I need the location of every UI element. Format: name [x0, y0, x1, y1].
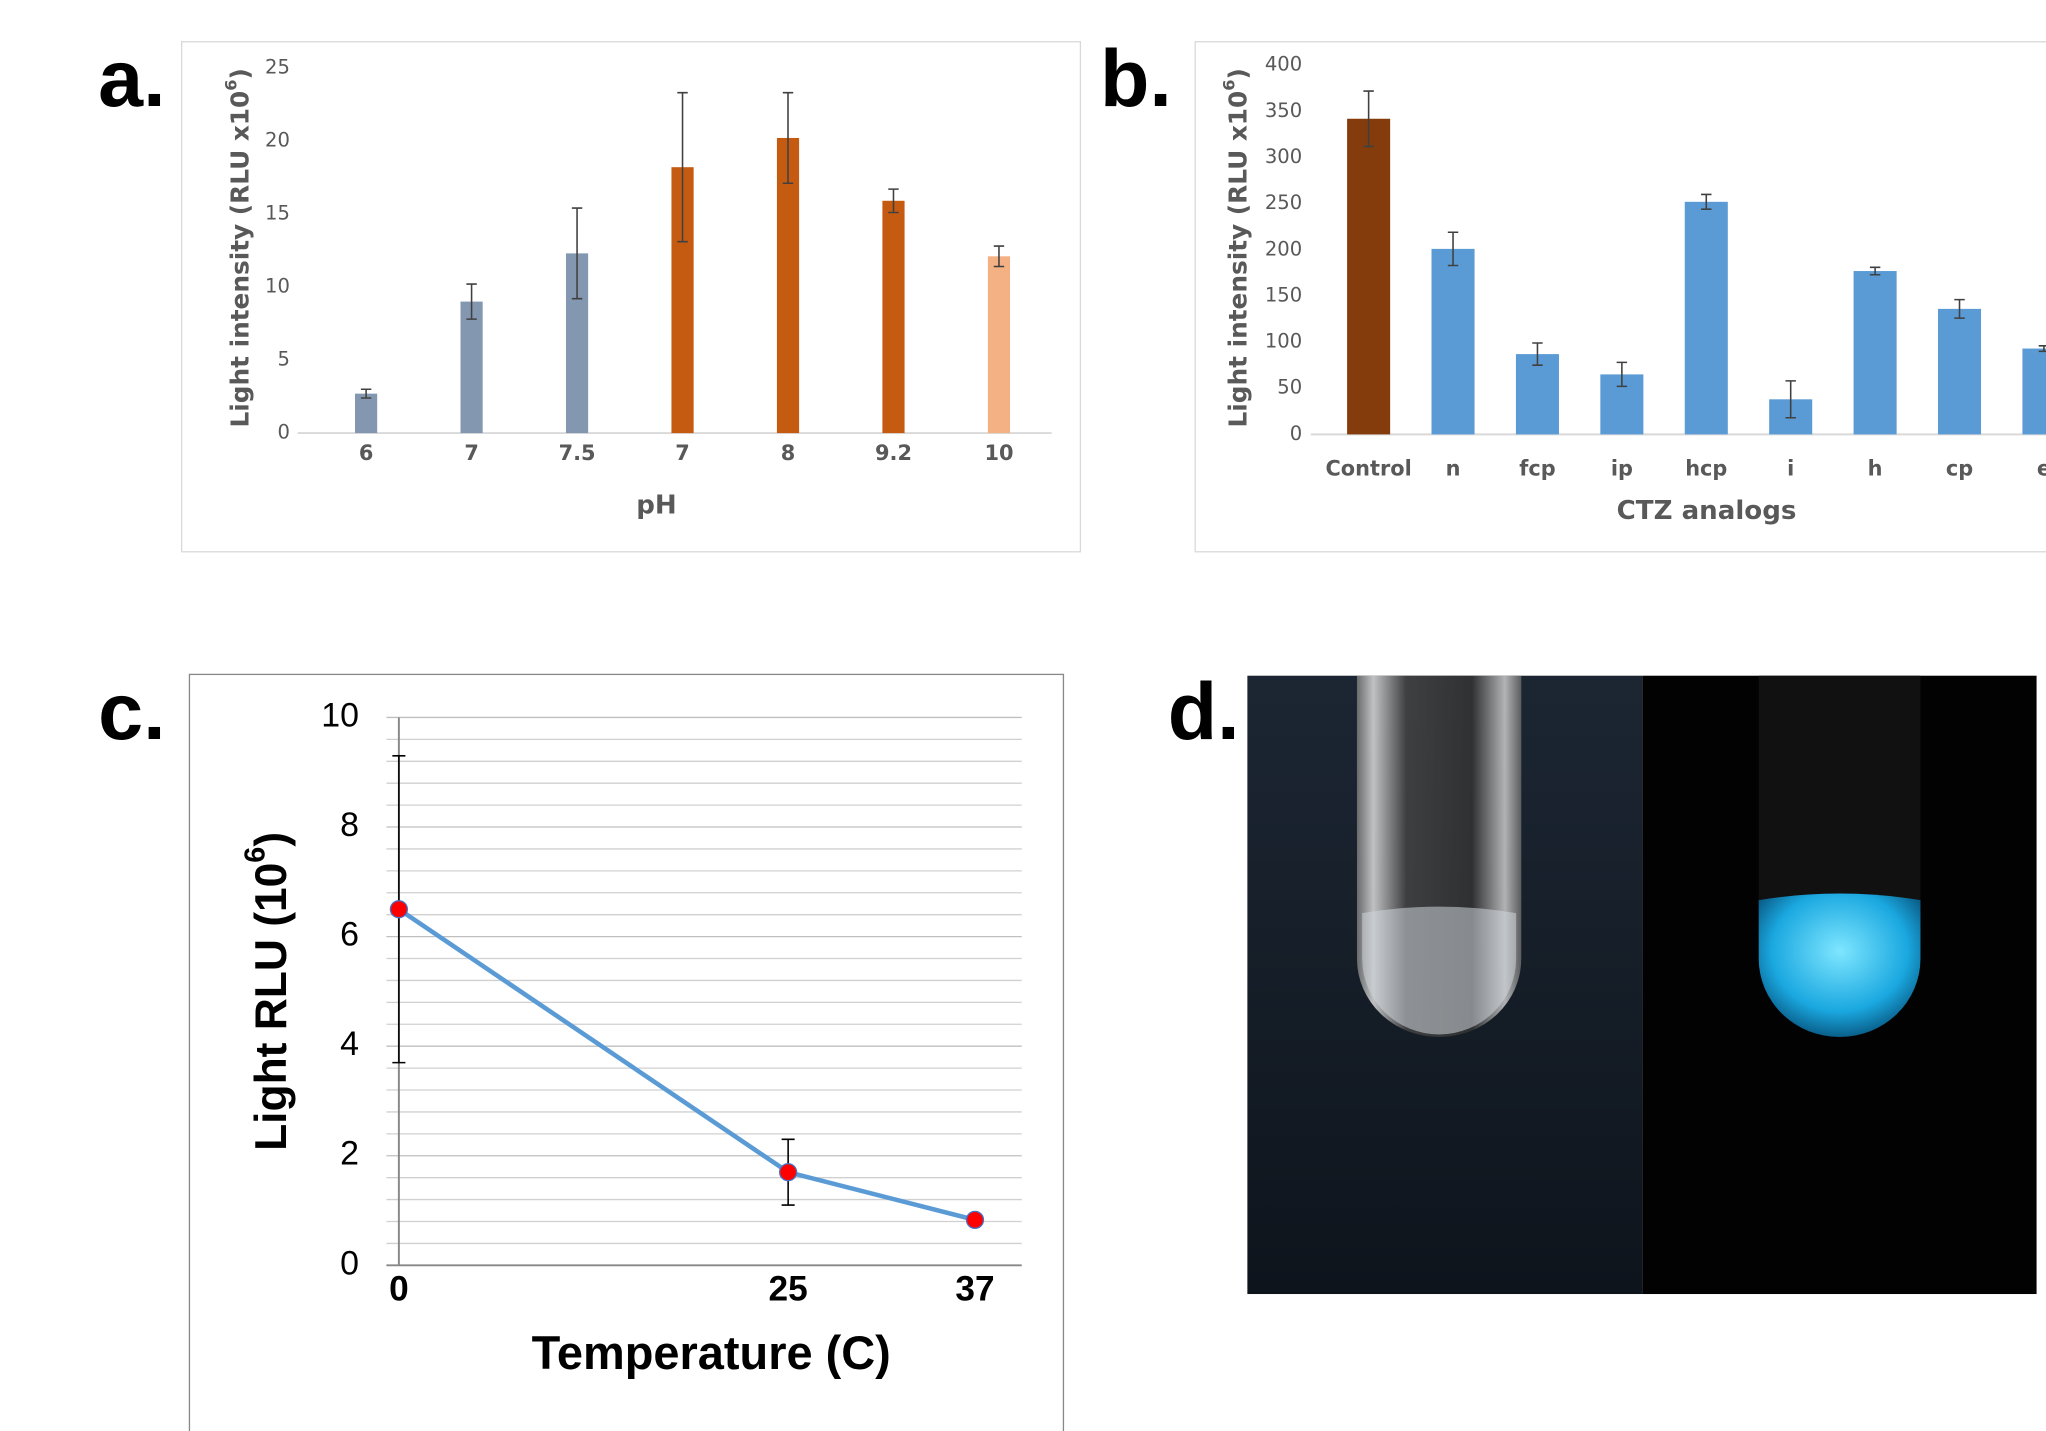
bar: [1515, 354, 1559, 435]
x-tick-label: Control: [1326, 457, 1412, 481]
y-axis-label-sup: 6: [1219, 80, 1238, 91]
x-tick-label: e: [2037, 457, 2046, 481]
y-tick-label: 10: [265, 274, 290, 297]
y-axis-label-sup: 6: [221, 80, 240, 91]
x-tick-label: 0: [389, 1270, 409, 1309]
x-tick-label: i: [1787, 457, 1794, 481]
error-bar: [1785, 380, 1796, 419]
x-tick-label: hcp: [1685, 457, 1727, 481]
y-axis-label-suffix: ): [1224, 68, 1253, 79]
x-axis-label: CTZ analogs: [1617, 496, 1797, 526]
y-axis-label: Light intensity (RLU x106): [1219, 68, 1252, 427]
error-bar: [1954, 298, 1965, 319]
y-tick-label: 25: [265, 55, 290, 78]
x-tick-label: 9.2: [875, 441, 912, 465]
x-axis-label: pH: [636, 491, 677, 521]
y-axis-label-text: Light RLU (10: [247, 863, 296, 1151]
bar: [1937, 308, 1982, 435]
x-tick-label: h: [1868, 457, 1883, 481]
panel-frame: [188, 673, 1065, 1431]
error-bar: [466, 283, 477, 320]
y-tick-label: 6: [340, 916, 359, 954]
y-tick-label: 2: [340, 1135, 359, 1173]
y-tick-label: 350: [1265, 99, 1302, 122]
photo: d.: [1168, 667, 2037, 1295]
y-tick-label: 10: [321, 696, 359, 734]
y-axis-label-suffix: ): [226, 68, 255, 79]
y-tick-label: 0: [1290, 422, 1302, 445]
x-tick-label: 8: [781, 441, 796, 465]
x-tick-label: 7: [464, 441, 479, 465]
x-tick-label: 25: [769, 1270, 808, 1309]
marker: [965, 1210, 985, 1229]
y-axis-label-text: Light intensity (RLU x10: [226, 91, 255, 428]
panel-frame: [1194, 41, 2046, 553]
x-tick-label: 10: [984, 441, 1013, 465]
error-bar: [2038, 345, 2046, 353]
y-tick-label: 0: [277, 421, 289, 444]
marker: [389, 900, 409, 919]
y-tick-label: 8: [340, 806, 359, 844]
bar: [460, 301, 483, 434]
y-tick-label: 4: [340, 1025, 359, 1063]
y-axis-label: Light intensity (RLU x106): [221, 68, 254, 427]
y-tick-label: 15: [265, 201, 290, 224]
y-tick-label: 50: [1277, 376, 1302, 399]
error-bar: [571, 207, 583, 300]
bar: [671, 167, 694, 434]
y-axis-label-text: Light intensity (RLU x10: [1224, 91, 1253, 428]
bar: [987, 256, 1011, 434]
error-bar: [993, 245, 1005, 268]
x-tick-label: 7: [675, 441, 690, 465]
x-tick-label: 6: [359, 441, 374, 465]
x-tick-label: ip: [1611, 457, 1633, 481]
error-bar: [1701, 193, 1712, 210]
panel-frame: [180, 41, 1082, 553]
x-tick-label: 7.5: [559, 441, 596, 465]
x-tick-label: fcp: [1519, 457, 1555, 481]
bar: [1431, 248, 1475, 435]
marker: [779, 1163, 798, 1182]
y-axis-label-suffix: ): [247, 832, 296, 847]
bar: [1853, 271, 1897, 435]
x-tick-label: 37: [955, 1270, 994, 1309]
panel-label: a.: [98, 34, 165, 124]
error-bar: [1363, 90, 1374, 148]
error-bar: [360, 388, 372, 399]
bar: [776, 137, 800, 434]
error-bar: [1869, 266, 1881, 276]
panel-label: c.: [98, 667, 165, 757]
bar: [2022, 348, 2046, 435]
y-tick-label: 0: [340, 1244, 359, 1282]
panel-label: d.: [1168, 667, 1240, 757]
error-bar: [1447, 231, 1459, 267]
bar: [355, 393, 378, 434]
y-axis-label: Light RLU (106): [239, 832, 296, 1151]
y-tick-label: 200: [1265, 237, 1302, 260]
error-bar: [677, 91, 688, 243]
error-bar: [1616, 361, 1628, 388]
bar: [1684, 201, 1728, 435]
y-tick-label: 5: [277, 348, 289, 371]
bar: [1347, 118, 1391, 435]
error-bar: [782, 91, 794, 185]
error-bar: [888, 188, 899, 214]
panel-label: b.: [1100, 34, 1172, 124]
x-tick-label: n: [1446, 457, 1461, 481]
y-tick-label: 400: [1265, 53, 1302, 76]
y-tick-label: 20: [265, 128, 290, 151]
x-tick-label: cp: [1946, 457, 1973, 481]
error-bar: [1532, 342, 1543, 366]
y-axis-label-sup: 6: [239, 847, 271, 863]
bar: [882, 200, 905, 434]
y-tick-label: 100: [1265, 330, 1302, 353]
y-tick-label: 300: [1265, 145, 1302, 168]
y-tick-label: 150: [1265, 283, 1302, 306]
bar: [565, 253, 589, 434]
x-axis-label: Temperature (C): [532, 1326, 891, 1379]
y-tick-label: 250: [1265, 191, 1302, 214]
